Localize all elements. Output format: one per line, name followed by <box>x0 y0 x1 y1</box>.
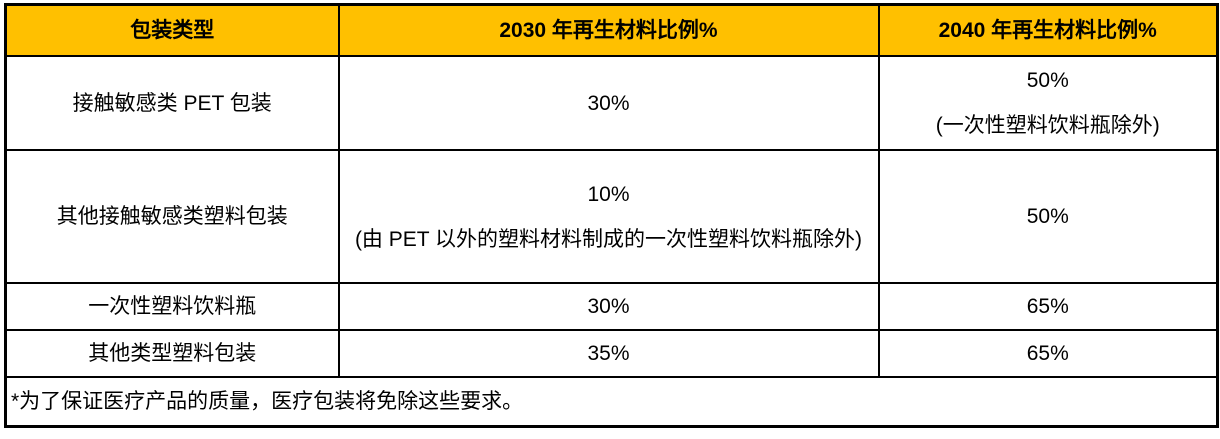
table-row-contact-sensitive-pet: 接触敏感类 PET 包装 30% 50% (一次性塑料饮料瓶除外) <box>4 55 1219 151</box>
header-row: 包装类型 2030 年再生材料比例% 2040 年再生材料比例% <box>4 3 1219 57</box>
ratio-2030-cell: 30% <box>337 282 880 331</box>
ratio-2040-cell: 50% <box>877 149 1219 284</box>
ratio-2040-cell: 65% <box>877 329 1219 378</box>
header-cell-ratio-2030: 2030 年再生材料比例% <box>337 3 880 57</box>
header-label-packaging-type: 包装类型 <box>130 19 215 42</box>
header-cell-packaging-type: 包装类型 <box>4 3 340 57</box>
ratio-2030-cell: 30% <box>337 55 880 151</box>
ratio-2040-value: 50% <box>1026 205 1069 228</box>
packaging-type-cell: 接触敏感类 PET 包装 <box>4 55 340 151</box>
ratio-2030-note: (由 PET 以外的塑料材料制成的一次性塑料饮料瓶除外) <box>354 227 863 251</box>
recycled-content-requirements-table: 包装类型 2030 年再生材料比例% 2040 年再生材料比例% 接触敏感类 P… <box>4 3 1219 428</box>
table-row-other-contact-sensitive-plastic: 其他接触敏感类塑料包装 10% (由 PET 以外的塑料材料制成的一次性塑料饮料… <box>4 149 1219 284</box>
ratio-2040-cell: 50% (一次性塑料饮料瓶除外) <box>877 55 1219 151</box>
table-footnote-row: *为了保证医疗产品的质量，医疗包装将免除这些要求。 <box>4 376 1219 428</box>
packaging-type-label: 接触敏感类 PET 包装 <box>72 91 272 115</box>
table-row-other-plastic-packaging: 其他类型塑料包装 35% 65% <box>4 329 1219 378</box>
packaging-type-label: 其他接触敏感类塑料包装 <box>56 205 288 228</box>
table-body: 接触敏感类 PET 包装 30% 50% (一次性塑料饮料瓶除外) 其他接触敏感… <box>4 55 1219 428</box>
footnote-cell: *为了保证医疗产品的质量，医疗包装将免除这些要求。 <box>4 376 1219 428</box>
ratio-2040-value: 65% <box>1026 342 1069 365</box>
ratio-2030-value: 10% <box>587 182 630 206</box>
packaging-type-label: 一次性塑料饮料瓶 <box>88 295 257 318</box>
footnote-text: *为了保证医疗产品的质量，医疗包装将免除这些要求。 <box>11 390 524 413</box>
table-header: 包装类型 2030 年再生材料比例% 2040 年再生材料比例% <box>4 3 1219 57</box>
ratio-2030-value: 30% <box>587 295 630 318</box>
packaging-type-label: 其他类型塑料包装 <box>88 342 257 365</box>
ratio-2030-value: 30% <box>587 91 630 115</box>
packaging-type-cell: 其他类型塑料包装 <box>4 329 340 378</box>
header-label-ratio-2040: 2040 年再生材料比例% <box>938 19 1157 42</box>
packaging-type-cell: 其他接触敏感类塑料包装 <box>4 149 340 284</box>
header-cell-ratio-2040: 2040 年再生材料比例% <box>877 3 1219 57</box>
ratio-2040-cell: 65% <box>877 282 1219 331</box>
ratio-2030-value: 35% <box>587 342 630 365</box>
ratio-2040-value: 50% <box>1026 69 1069 92</box>
ratio-2030-cell: 35% <box>337 329 880 378</box>
packaging-type-cell: 一次性塑料饮料瓶 <box>4 282 340 331</box>
ratio-2040-value: 65% <box>1026 295 1069 318</box>
ratio-2030-cell: 10% (由 PET 以外的塑料材料制成的一次性塑料饮料瓶除外) <box>337 149 880 284</box>
table-row-single-use-plastic-beverage-bottle: 一次性塑料饮料瓶 30% 65% <box>4 282 1219 331</box>
header-label-ratio-2030: 2030 年再生材料比例% <box>499 19 718 42</box>
ratio-2040-note: (一次性塑料饮料瓶除外) <box>935 114 1160 137</box>
